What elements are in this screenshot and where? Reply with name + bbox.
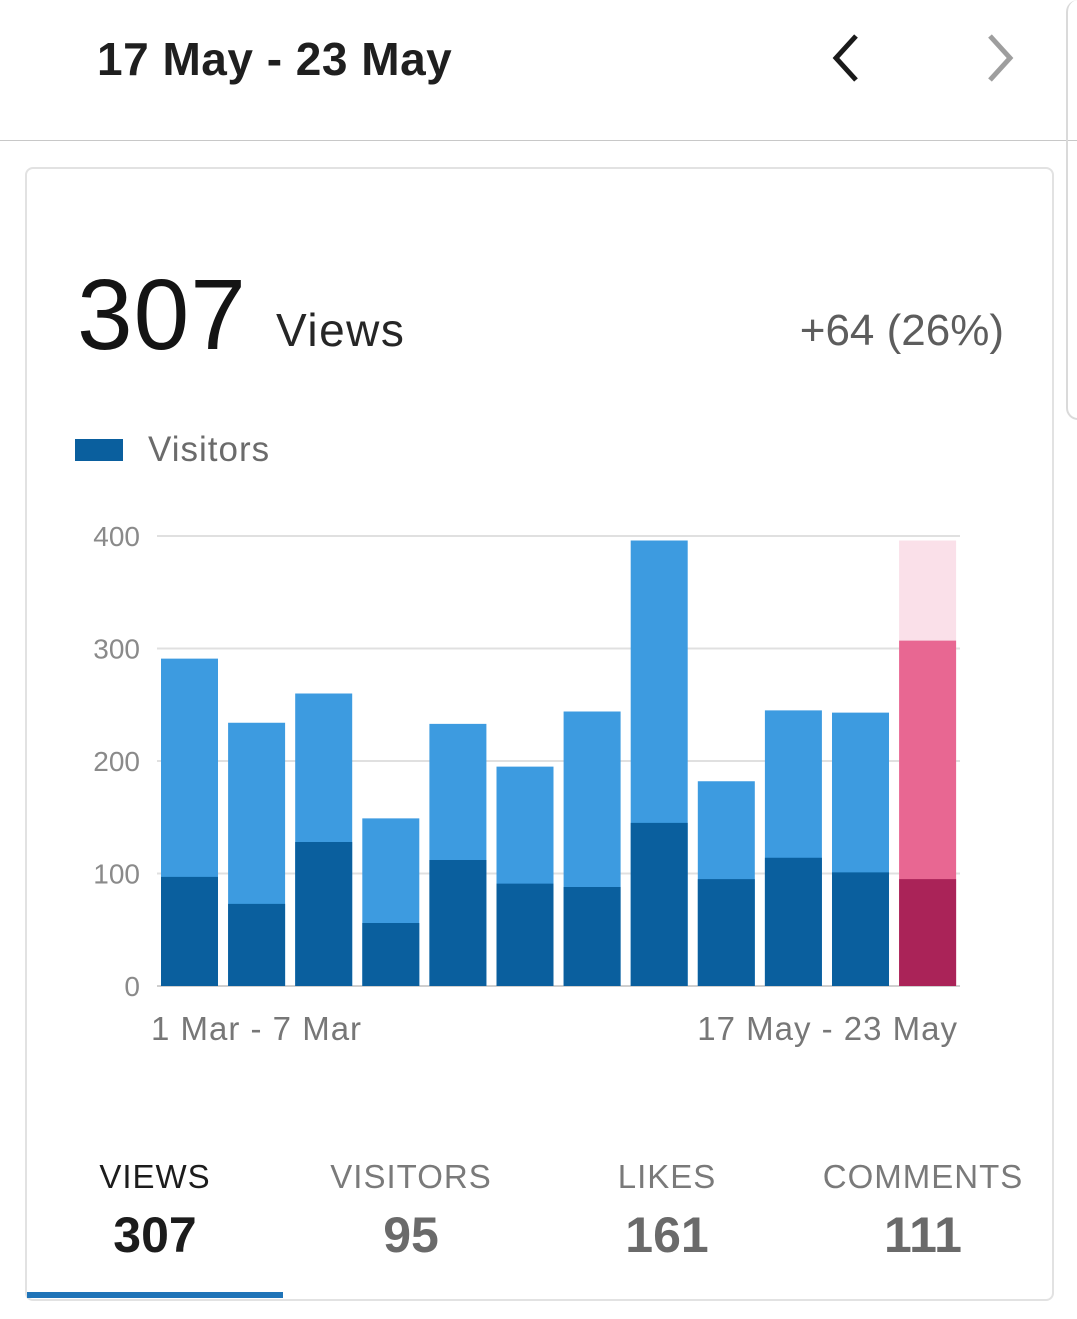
tab-likes-value: 161 [625, 1207, 709, 1263]
views-bar-chart: 0 100 200 300 400 1 Mar - 7 Mar 17 May - 23 Ma… [93, 521, 960, 1047]
tab-visitors-value: 95 [383, 1207, 439, 1263]
chevron-left-icon [832, 34, 858, 82]
tab-visitors[interactable]: VISITORS 95 [283, 1150, 539, 1298]
bar-visitors [697, 879, 755, 986]
summary-change: +64 (26%) [799, 306, 1004, 355]
bar-visitors [563, 887, 621, 986]
summary-value: 307 [77, 259, 247, 371]
legend-swatch-visitors [75, 439, 123, 461]
y-tick-label: 200 [93, 746, 140, 777]
y-tick-label: 100 [93, 859, 140, 890]
bar-visitors [429, 860, 487, 986]
y-tick-label: 300 [93, 634, 140, 665]
bar-visitors [899, 879, 957, 986]
bar-visitors [295, 842, 353, 986]
tab-visitors-label: VISITORS [330, 1158, 492, 1195]
tab-views[interactable]: VIEWS 307 [27, 1150, 283, 1298]
tab-comments[interactable]: COMMENTS 111 [795, 1150, 1051, 1298]
bar-visitors [362, 923, 420, 986]
tab-likes[interactable]: LIKES 161 [539, 1150, 795, 1298]
next-period-button[interactable] [968, 28, 1028, 88]
tab-likes-label: LIKES [617, 1158, 717, 1195]
bar-visitors [832, 872, 889, 986]
tab-comments-value: 111 [884, 1207, 962, 1263]
tab-views-value: 307 [113, 1207, 197, 1263]
active-tab-indicator [27, 1292, 283, 1298]
y-tick-label: 0 [124, 971, 140, 1002]
date-range-title: 17 May - 23 May [97, 33, 453, 85]
metric-tabs: VIEWS 307 VISITORS 95 LIKES 161 COMMENTS… [27, 1150, 1052, 1300]
x-label-last: 17 May - 23 May [697, 1010, 958, 1047]
chart-legend: Visitors [75, 430, 270, 470]
y-tick-label: 400 [93, 521, 140, 552]
chevron-right-icon [988, 34, 1014, 82]
x-label-first: 1 Mar - 7 Mar [151, 1010, 362, 1047]
tab-views-label: VIEWS [99, 1158, 211, 1195]
summary-label: Views [276, 304, 406, 356]
bar-visitors [764, 857, 822, 986]
bar-visitors [228, 903, 286, 986]
tab-comments-label: COMMENTS [822, 1158, 1024, 1195]
bar-visitors [496, 883, 554, 986]
bar-visitors [161, 876, 218, 986]
header: 17 May - 23 May [0, 0, 1077, 141]
bar-visitors [630, 822, 688, 986]
previous-period-button[interactable] [818, 28, 878, 88]
legend-label-visitors: Visitors [148, 430, 271, 469]
